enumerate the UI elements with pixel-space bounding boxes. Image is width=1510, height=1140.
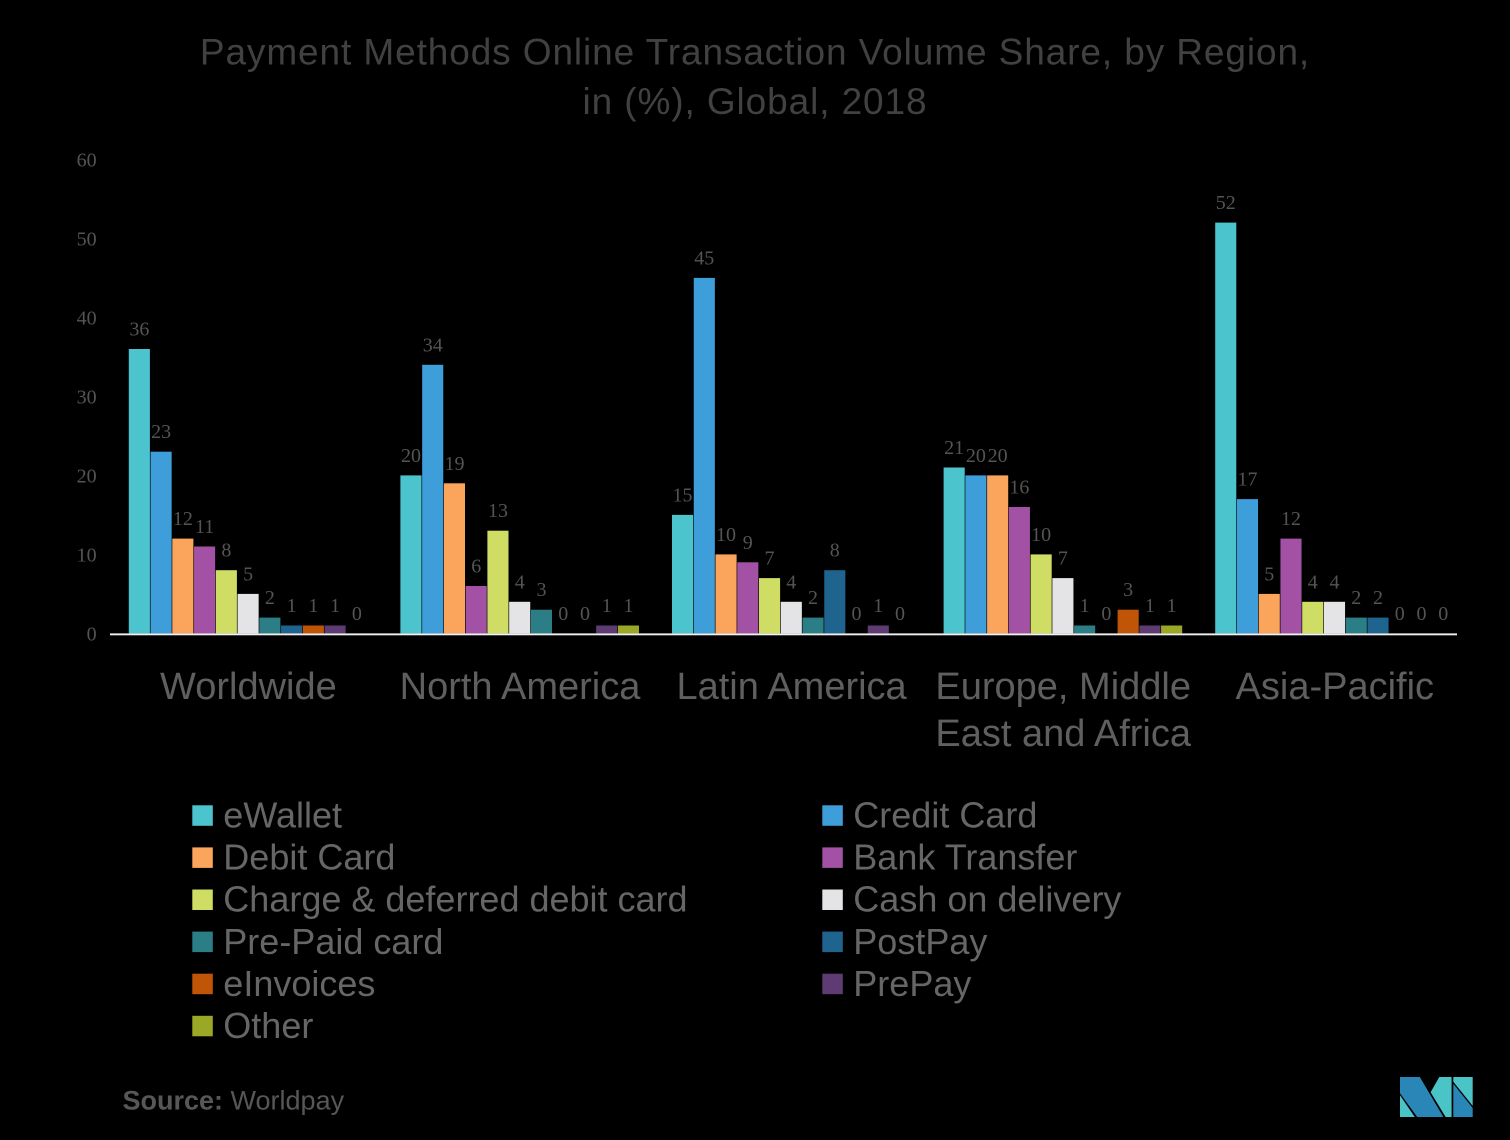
svg-text:50: 50 xyxy=(77,228,97,250)
svg-text:7: 7 xyxy=(765,548,775,570)
svg-text:2: 2 xyxy=(265,587,275,609)
svg-text:40: 40 xyxy=(77,307,97,329)
svg-text:1: 1 xyxy=(308,595,318,617)
svg-text:6: 6 xyxy=(471,556,481,578)
svg-text:20: 20 xyxy=(77,465,97,487)
svg-text:PostPay: PostPay xyxy=(853,921,987,962)
svg-text:0: 0 xyxy=(87,623,97,645)
svg-text:9: 9 xyxy=(743,532,753,554)
svg-text:in (%), Global, 2018: in (%), Global, 2018 xyxy=(582,81,927,122)
svg-text:Worldwide: Worldwide xyxy=(160,666,337,708)
svg-text:16: 16 xyxy=(1009,477,1029,499)
svg-text:11: 11 xyxy=(195,516,214,538)
svg-text:1: 1 xyxy=(1145,595,1155,617)
svg-text:2: 2 xyxy=(1373,587,1383,609)
svg-text:3: 3 xyxy=(1123,579,1133,601)
svg-text:0: 0 xyxy=(1101,603,1111,625)
svg-text:12: 12 xyxy=(1281,508,1301,530)
svg-text:20: 20 xyxy=(988,445,1008,467)
svg-text:1: 1 xyxy=(873,595,883,617)
svg-text:10: 10 xyxy=(1031,524,1051,546)
svg-text:1: 1 xyxy=(330,595,340,617)
svg-text:36: 36 xyxy=(129,319,149,341)
svg-text:Asia-Pacific: Asia-Pacific xyxy=(1236,666,1435,708)
svg-text:1: 1 xyxy=(1167,595,1177,617)
svg-text:34: 34 xyxy=(423,334,443,356)
svg-text:52: 52 xyxy=(1216,192,1236,214)
svg-text:Cash on delivery: Cash on delivery xyxy=(853,879,1121,920)
svg-text:3: 3 xyxy=(536,579,546,601)
svg-text:Bank Transfer: Bank Transfer xyxy=(853,837,1077,878)
svg-text:23: 23 xyxy=(151,421,171,443)
svg-text:13: 13 xyxy=(488,500,508,522)
svg-text:4: 4 xyxy=(1330,571,1340,593)
svg-text:2: 2 xyxy=(1351,587,1361,609)
svg-text:East and Africa: East and Africa xyxy=(935,713,1191,755)
svg-text:Payment Methods Online Transac: Payment Methods Online Transaction Volum… xyxy=(200,32,1310,73)
svg-text:Debit Card: Debit Card xyxy=(223,837,395,878)
svg-text:21: 21 xyxy=(944,437,964,459)
svg-text:Source: Worldpay: Source: Worldpay xyxy=(123,1086,345,1116)
svg-text:30: 30 xyxy=(77,386,97,408)
svg-text:Other: Other xyxy=(223,1005,313,1046)
svg-text:15: 15 xyxy=(673,484,693,506)
svg-text:0: 0 xyxy=(1395,603,1405,625)
svg-text:Europe, Middle: Europe, Middle xyxy=(935,666,1191,708)
svg-text:4: 4 xyxy=(1308,571,1318,593)
svg-text:0: 0 xyxy=(1417,603,1427,625)
svg-text:North America: North America xyxy=(400,666,642,708)
svg-text:Pre-Paid card: Pre-Paid card xyxy=(223,921,443,962)
svg-text:Latin America: Latin America xyxy=(676,666,907,708)
svg-text:4: 4 xyxy=(786,571,796,593)
svg-text:0: 0 xyxy=(1438,603,1448,625)
svg-text:10: 10 xyxy=(77,544,97,566)
svg-text:19: 19 xyxy=(444,453,464,475)
svg-text:1: 1 xyxy=(623,595,633,617)
svg-text:20: 20 xyxy=(966,445,986,467)
svg-text:5: 5 xyxy=(243,563,253,585)
svg-text:5: 5 xyxy=(1264,563,1274,585)
svg-text:1: 1 xyxy=(602,595,612,617)
svg-text:2: 2 xyxy=(808,587,818,609)
svg-text:PrePay: PrePay xyxy=(853,963,971,1004)
svg-text:1: 1 xyxy=(287,595,297,617)
svg-text:Charge & deferred debit card: Charge & deferred debit card xyxy=(223,879,687,920)
svg-text:45: 45 xyxy=(694,247,714,269)
svg-text:0: 0 xyxy=(558,603,568,625)
svg-text:Credit Card: Credit Card xyxy=(853,795,1037,836)
svg-text:4: 4 xyxy=(515,571,525,593)
svg-text:8: 8 xyxy=(221,540,231,562)
svg-text:12: 12 xyxy=(173,508,193,530)
svg-text:1: 1 xyxy=(1080,595,1090,617)
svg-text:8: 8 xyxy=(830,540,840,562)
svg-text:10: 10 xyxy=(716,524,736,546)
svg-text:7: 7 xyxy=(1058,548,1068,570)
svg-text:0: 0 xyxy=(580,603,590,625)
svg-text:17: 17 xyxy=(1238,469,1258,491)
svg-text:0: 0 xyxy=(352,603,362,625)
svg-text:60: 60 xyxy=(77,149,97,171)
svg-text:eWallet: eWallet xyxy=(223,795,342,836)
svg-text:0: 0 xyxy=(852,603,862,625)
svg-text:20: 20 xyxy=(401,445,421,467)
svg-text:0: 0 xyxy=(895,603,905,625)
svg-text:eInvoices: eInvoices xyxy=(223,963,375,1004)
